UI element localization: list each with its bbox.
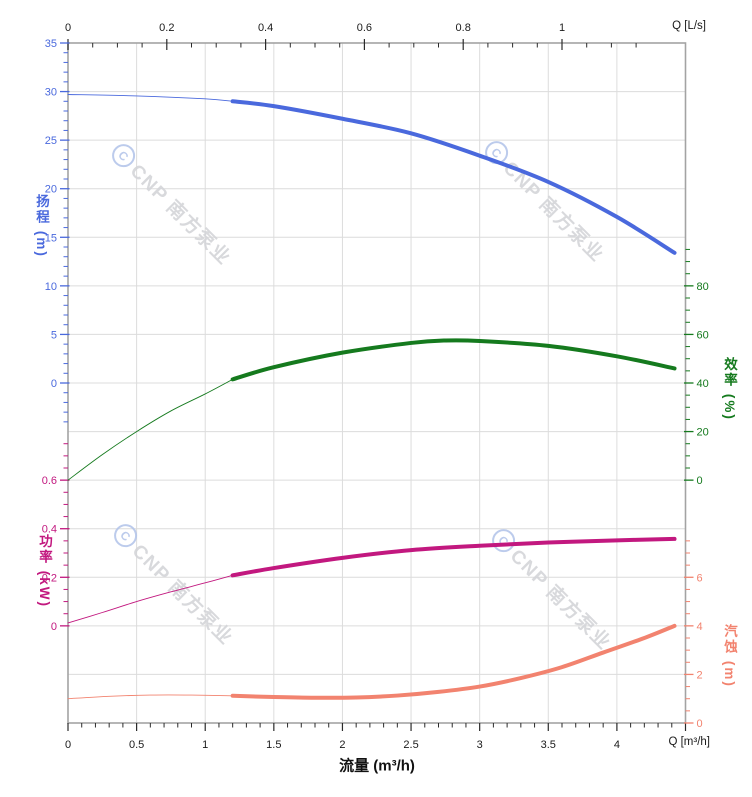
head-curve-thin xyxy=(67,94,234,102)
bottom-axis-unit-label: Q [m³/h] xyxy=(668,736,710,748)
top-tick-label: 1 xyxy=(559,22,565,34)
head-tick-label: 0 xyxy=(51,378,57,390)
bottom-tick-label: 0 xyxy=(65,739,71,751)
eff-tick-label: 40 xyxy=(697,378,709,390)
head-tick-label: 25 xyxy=(45,135,57,147)
npsh-tick-label: 4 xyxy=(697,621,703,633)
top-tick-label: 0.6 xyxy=(357,22,372,34)
npsh-curve-thin xyxy=(67,694,234,700)
top-tick-label: 0.2 xyxy=(159,22,174,34)
npsh-axis-title: 汽蚀 (m) xyxy=(722,624,737,688)
head-axis-title: 扬程 (m) xyxy=(34,194,49,258)
eff-tick-label: 60 xyxy=(697,329,709,341)
npsh-curve xyxy=(230,623,677,700)
bottom-tick-label: 3.5 xyxy=(541,739,556,751)
power-tick-label: 0.6 xyxy=(42,475,57,487)
efficiency-curve xyxy=(230,338,677,382)
head-curve xyxy=(230,99,677,255)
head-tick-label: 5 xyxy=(51,329,57,341)
bottom-tick-label: 3 xyxy=(477,739,483,751)
bottom-tick-label: 4 xyxy=(614,739,620,751)
flow-axis-title: 流量 (m³/h) xyxy=(339,757,415,775)
head-tick-label: 10 xyxy=(45,281,57,293)
eff-tick-label: 0 xyxy=(697,475,703,487)
head-tick-label: 20 xyxy=(45,184,57,196)
top-axis-unit-label: Q [L/s] xyxy=(672,20,706,32)
bottom-tick-label: 2 xyxy=(339,739,345,751)
head-tick-label: 35 xyxy=(45,38,57,50)
bottom-tick-label: 1 xyxy=(202,739,208,751)
top-tick-label: 0.8 xyxy=(456,22,471,34)
bottom-tick-label: 0.5 xyxy=(129,739,144,751)
top-tick-label: 0.4 xyxy=(258,22,273,34)
power-tick-label: 0 xyxy=(51,621,57,633)
top-tick-label: 0 xyxy=(65,22,71,34)
eff-tick-label: 80 xyxy=(697,281,709,293)
head-tick-label: 15 xyxy=(45,232,57,244)
efficiency-axis-title: 效率 (%) xyxy=(722,357,737,421)
power-curve-thin xyxy=(67,574,234,624)
power-axis-title: 功率 (kW) xyxy=(37,534,52,608)
bottom-tick-label: 1.5 xyxy=(266,739,281,751)
npsh-tick-label: 2 xyxy=(697,669,703,681)
head-tick-label: 30 xyxy=(45,87,57,99)
eff-tick-label: 20 xyxy=(697,427,709,439)
power-tick-label: 0.4 xyxy=(42,524,57,536)
npsh-tick-label: 6 xyxy=(697,572,703,584)
bottom-tick-label: 2.5 xyxy=(403,739,418,751)
efficiency-curve-thin xyxy=(67,378,234,481)
npsh-tick-label: 0 xyxy=(697,718,703,730)
power-curve xyxy=(230,536,677,578)
power-tick-label: 0.2 xyxy=(42,572,57,584)
